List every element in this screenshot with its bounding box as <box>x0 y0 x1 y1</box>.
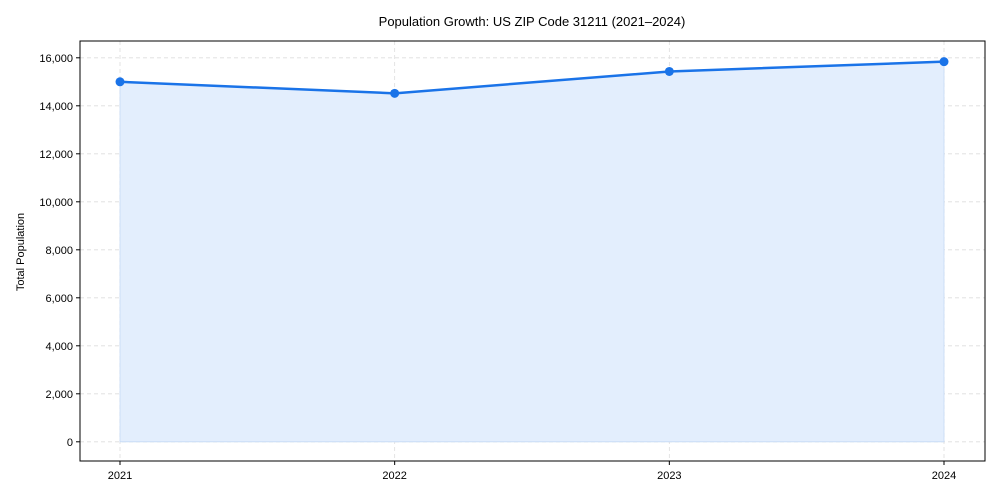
y-tick-label: 10,000 <box>39 197 73 209</box>
x-tick-label: 2022 <box>382 470 406 482</box>
y-tick-label: 2,000 <box>45 389 73 401</box>
y-tick-label: 0 <box>67 437 73 449</box>
chart-title: Population Growth: US ZIP Code 31211 (20… <box>379 14 686 29</box>
y-axis-label: Total Population <box>15 213 27 291</box>
y-tick-label: 12,000 <box>39 149 73 161</box>
y-tick-label: 8,000 <box>45 245 73 257</box>
data-point <box>390 88 400 98</box>
y-tick-label: 6,000 <box>45 293 73 305</box>
y-tick-label: 4,000 <box>45 341 73 353</box>
area-fill <box>119 61 945 443</box>
x-tick-label: 2021 <box>108 470 132 482</box>
plot-frame <box>79 40 986 462</box>
y-tick-label: 14,000 <box>39 101 73 113</box>
x-tick-label: 2023 <box>657 470 681 482</box>
y-tick-label: 16,000 <box>39 53 73 65</box>
data-point <box>939 57 949 67</box>
x-tick-label: 2024 <box>932 470 956 482</box>
data-point <box>664 66 674 76</box>
data-point <box>115 77 125 87</box>
series-line <box>119 60 945 95</box>
